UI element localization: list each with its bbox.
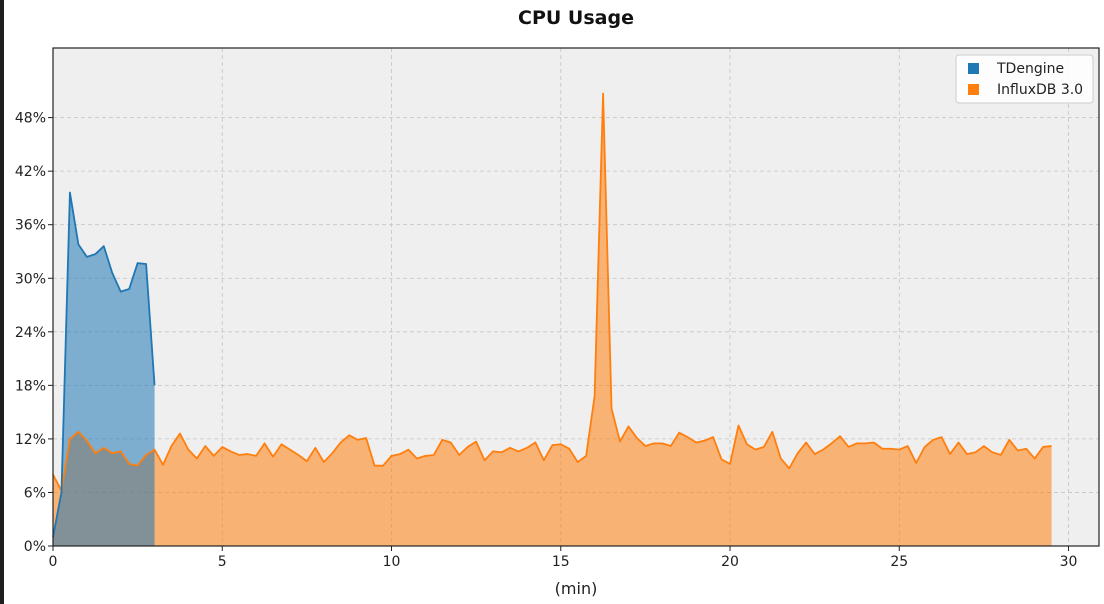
legend-swatch <box>968 84 979 95</box>
legend-box <box>955 54 1094 104</box>
y-tick-label: 18% <box>15 378 46 394</box>
y-tick-label: 24% <box>15 325 46 341</box>
x-tick-label: 25 <box>890 554 908 570</box>
tdengine-area <box>53 192 155 547</box>
legend-label: InfluxDB 3.0 <box>997 82 1083 98</box>
legend-label: TDengine <box>996 61 1064 77</box>
x-axis-ticks: 0 5 10 15 20 25 30 <box>49 546 1078 570</box>
x-tick-label: 5 <box>218 554 227 570</box>
x-tick-label: 10 <box>383 554 401 570</box>
y-tick-label: 48% <box>15 111 46 127</box>
series-areas <box>53 93 1052 547</box>
y-tick-label: 6% <box>24 485 46 501</box>
x-tick-label: 20 <box>721 554 739 570</box>
y-tick-label: 36% <box>15 218 46 234</box>
x-tick-label: 15 <box>552 554 570 570</box>
legend: TDengine InfluxDB 3.0 <box>955 54 1094 104</box>
y-tick-label: 12% <box>15 432 46 448</box>
series-lines <box>52 92 1052 538</box>
y-tick-label: 42% <box>15 164 46 180</box>
influxdb-3-0-line <box>52 92 1052 492</box>
cpu-usage-chart: CPU Usage 0 5 10 15 20 25 30 0% 6% 12% 18% 24% 30% 3… <box>15 7 1100 598</box>
y-tick-label: 0% <box>24 539 46 555</box>
legend-swatch <box>968 63 979 74</box>
x-axis-label: (min) <box>555 579 598 598</box>
plot-frame <box>52 47 1100 547</box>
y-axis-ticks: 0% 6% 12% 18% 24% 30% 36% 42% 48% <box>15 111 53 555</box>
x-tick-label: 30 <box>1060 554 1078 570</box>
tdengine-line <box>52 191 156 538</box>
chart-title: CPU Usage <box>518 7 634 29</box>
x-tick-label: 0 <box>49 554 58 570</box>
y-tick-label: 30% <box>15 271 46 287</box>
chart-window: CPU Usage 0 5 10 15 20 25 30 0% 6% 12% 18% 24% 30% 3… <box>4 0 1104 604</box>
